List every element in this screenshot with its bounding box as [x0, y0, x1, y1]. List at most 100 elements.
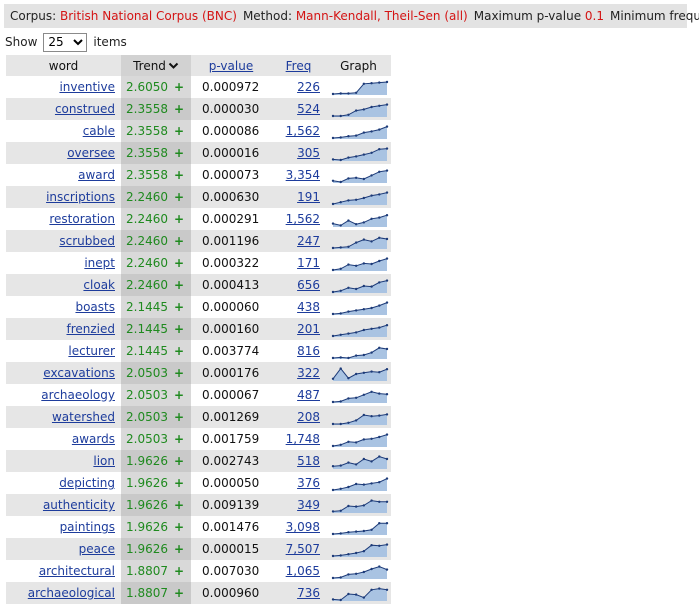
- page-size-select[interactable]: 25: [43, 32, 88, 52]
- column-header-freq[interactable]: Freq: [271, 55, 326, 76]
- freq-link[interactable]: 201: [297, 322, 320, 336]
- word-link[interactable]: paintings: [59, 520, 115, 534]
- word-cell: depicting: [6, 472, 121, 494]
- freq-link[interactable]: 1,562: [285, 124, 320, 138]
- column-header-trend[interactable]: Trend: [121, 55, 191, 76]
- freq-link[interactable]: 524: [297, 102, 320, 116]
- word-link[interactable]: construed: [54, 102, 115, 116]
- freq-cell: 226: [271, 76, 326, 98]
- trend-value: 1.9626: [126, 454, 168, 468]
- sparkline-point: [378, 80, 381, 84]
- freq-link[interactable]: 656: [297, 278, 320, 292]
- freq-cell: 1,562: [271, 208, 326, 230]
- trend-sign: +: [173, 366, 185, 380]
- sparkline-point: [354, 330, 358, 334]
- trend-sign: +: [173, 344, 185, 358]
- trend-sign: +: [173, 80, 185, 94]
- pvalue-cell: 0.000160: [191, 318, 271, 340]
- table-row: inept 2.2460 +0.000322 171: [6, 252, 391, 274]
- freq-link[interactable]: 1,065: [285, 564, 320, 578]
- freq-link[interactable]: 1,562: [285, 212, 320, 226]
- word-link[interactable]: lecturer: [68, 344, 115, 358]
- word-link[interactable]: inept: [84, 256, 115, 270]
- sparkline-point: [370, 284, 373, 288]
- trend-sign: +: [173, 234, 185, 248]
- word-link[interactable]: archaeological: [27, 586, 115, 600]
- freq-link[interactable]: 518: [297, 454, 320, 468]
- sparkline-point: [362, 570, 366, 573]
- freq-link[interactable]: 376: [297, 476, 320, 490]
- freq-link[interactable]: 816: [297, 344, 320, 358]
- sparkline-line: [332, 324, 388, 336]
- trend-sign: +: [173, 476, 185, 490]
- trend-value: 2.6050: [126, 80, 168, 94]
- freq-link[interactable]: 247: [297, 234, 320, 248]
- freq-link[interactable]: 305: [297, 146, 320, 160]
- sparkline-point: [339, 443, 342, 446]
- freq-cell: 3,354: [271, 164, 326, 186]
- word-link[interactable]: depicting: [59, 476, 115, 490]
- freq-link[interactable]: 322: [297, 366, 320, 380]
- pvalue-cell: 0.000030: [191, 98, 271, 120]
- word-link[interactable]: excavations: [43, 366, 115, 380]
- word-link[interactable]: inscriptions: [46, 190, 115, 204]
- freq-cell: 247: [271, 230, 326, 252]
- freq-link[interactable]: 3,098: [285, 520, 320, 534]
- sparkline-point: [354, 176, 358, 179]
- freq-link[interactable]: 226: [297, 80, 320, 94]
- word-link[interactable]: lion: [93, 454, 115, 468]
- freq-sort-link[interactable]: Freq: [285, 58, 312, 73]
- freq-link[interactable]: 1,748: [285, 432, 320, 446]
- sparkline-point: [370, 193, 373, 197]
- trend-sign: +: [173, 212, 185, 226]
- freq-link[interactable]: 191: [297, 190, 320, 204]
- sparkline-area: [333, 456, 387, 469]
- sparkline-point: [331, 221, 335, 225]
- word-link[interactable]: oversee: [67, 146, 115, 160]
- sparkline-area: [333, 126, 387, 139]
- sparkline-point: [378, 215, 381, 219]
- word-link[interactable]: frenzied: [66, 322, 115, 336]
- sparkline-point: [354, 482, 358, 485]
- word-link[interactable]: archaeology: [41, 388, 115, 402]
- sparkline-point: [378, 127, 381, 131]
- freq-link[interactable]: 487: [297, 388, 320, 402]
- trend-value: 2.2460: [126, 256, 168, 270]
- freq-link[interactable]: 171: [297, 256, 320, 270]
- sparkline-point: [331, 334, 335, 337]
- freq-cell: 305: [271, 142, 326, 164]
- trend-sign: +: [173, 388, 185, 402]
- sparkline-point: [370, 414, 373, 417]
- sparkline-area: [333, 588, 387, 601]
- word-link[interactable]: architectural: [38, 564, 115, 578]
- sparkline-line: [332, 565, 388, 578]
- word-link[interactable]: boasts: [75, 300, 115, 314]
- column-header-word[interactable]: word: [6, 55, 121, 76]
- word-link[interactable]: scrubbed: [59, 234, 115, 248]
- sparkline-point: [378, 346, 381, 349]
- sparkline-point: [370, 327, 373, 330]
- freq-link[interactable]: 7,507: [285, 542, 320, 556]
- pvalue-sort-link[interactable]: p-value: [208, 58, 254, 73]
- column-header-pvalue[interactable]: p-value: [191, 55, 271, 76]
- word-link[interactable]: award: [78, 168, 115, 182]
- pvalue-cell: 0.000016: [191, 142, 271, 164]
- freq-link[interactable]: 3,354: [285, 168, 320, 182]
- word-link[interactable]: cloak: [83, 278, 115, 292]
- word-link[interactable]: authenticity: [42, 498, 115, 512]
- word-link[interactable]: peace: [78, 542, 115, 556]
- freq-link[interactable]: 349: [297, 498, 320, 512]
- word-link[interactable]: restoration: [49, 212, 115, 226]
- sparkline-area: [333, 148, 387, 161]
- freq-link[interactable]: 736: [297, 586, 320, 600]
- word-link[interactable]: watershed: [51, 410, 115, 424]
- freq-link[interactable]: 438: [297, 300, 320, 314]
- word-link[interactable]: awards: [71, 432, 115, 446]
- table-row: construed 2.3558 +0.000030 524: [6, 98, 391, 120]
- freq-link[interactable]: 208: [297, 410, 320, 424]
- sparkline-point: [362, 284, 366, 287]
- sparkline-point: [362, 220, 366, 224]
- word-link[interactable]: inventive: [59, 80, 115, 94]
- word-link[interactable]: cable: [82, 124, 115, 138]
- sparkline-point: [370, 306, 373, 309]
